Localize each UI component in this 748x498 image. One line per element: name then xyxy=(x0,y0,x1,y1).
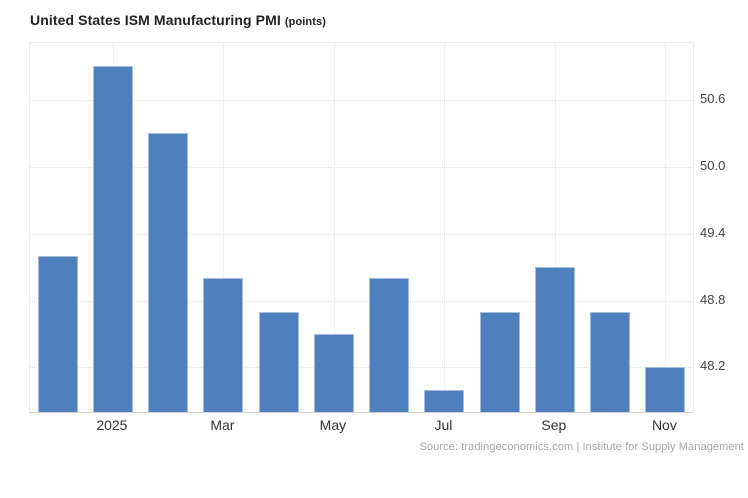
x-axis-tick-label: 2025 xyxy=(96,417,128,433)
plot-area xyxy=(29,42,694,413)
bar-apr-2025[interactable] xyxy=(258,311,299,412)
x-axis-tick-label: Mar xyxy=(210,417,235,433)
y-axis-tick-label: 48.2 xyxy=(700,358,726,374)
bar-jul-2025[interactable] xyxy=(424,389,465,412)
y-gridline xyxy=(30,166,693,168)
x-axis-tick-label: Sep xyxy=(541,417,567,433)
y-gridline xyxy=(30,233,693,235)
bar-mar-2025[interactable] xyxy=(203,278,244,412)
bar-jun-2025[interactable] xyxy=(369,278,410,412)
y-axis-tick-label: 49.4 xyxy=(700,224,726,240)
bar-nov-2025[interactable] xyxy=(645,367,686,412)
bar-jan-2025[interactable] xyxy=(92,66,133,412)
source-credit: Source: tradingeconomics.com | Institute… xyxy=(419,441,744,453)
y-gridline xyxy=(30,300,693,302)
chart-title-unit: (points) xyxy=(284,16,326,28)
x-axis-tick-label: May xyxy=(319,417,347,433)
bar-may-2025[interactable] xyxy=(313,334,354,412)
bar-feb-2025[interactable] xyxy=(148,133,189,412)
x-gridline xyxy=(554,43,556,412)
x-gridline xyxy=(333,43,335,412)
bar-oct-2025[interactable] xyxy=(590,311,631,412)
chart-title: United States ISM Manufacturing PMI (poin… xyxy=(30,12,326,28)
bar-sep-2025[interactable] xyxy=(534,267,575,412)
x-gridline xyxy=(665,43,667,412)
y-gridline xyxy=(30,99,693,101)
chart-title-text: United States ISM Manufacturing PMI xyxy=(30,12,281,28)
y-axis-tick-label: 48.8 xyxy=(700,291,726,307)
x-axis-tick-label: Jul xyxy=(434,417,453,433)
y-axis-tick-label: 50.0 xyxy=(700,157,726,173)
x-axis-tick-label: Nov xyxy=(651,417,677,433)
y-axis-tick-label: 50.6 xyxy=(700,90,726,106)
x-gridline xyxy=(444,43,446,412)
y-gridline xyxy=(30,367,693,369)
bar-dec-2024[interactable] xyxy=(37,255,78,412)
bar-aug-2025[interactable] xyxy=(479,311,520,412)
x-gridline xyxy=(223,43,225,412)
